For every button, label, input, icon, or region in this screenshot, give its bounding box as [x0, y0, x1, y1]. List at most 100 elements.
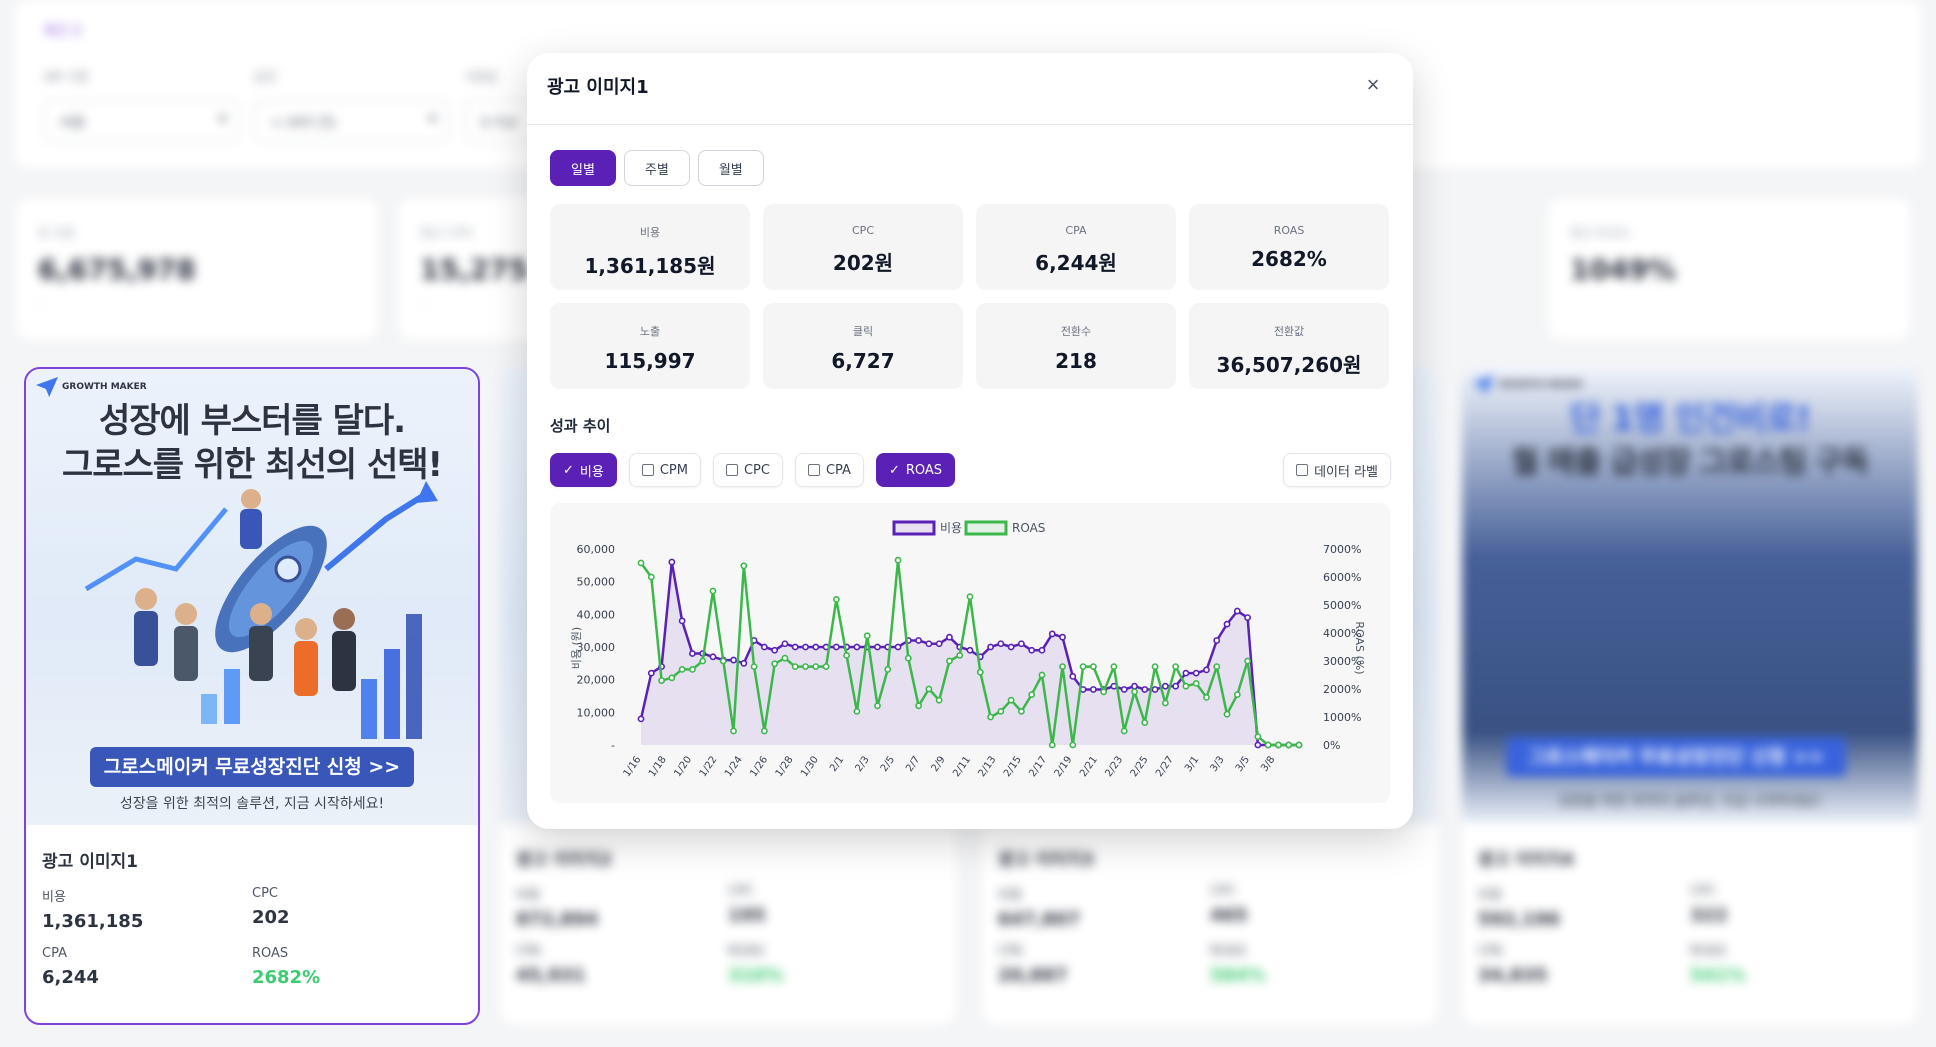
ad-name: 광고 이미지2 [516, 850, 612, 870]
ad-cpc: 322 [1690, 905, 1728, 926]
filter-tag[interactable]: 최근 3 [44, 24, 81, 39]
cost-point [1048, 630, 1056, 638]
ad-subtitle: 성장을 위한 최적의 솔루션, 지금 시작하세요! [1557, 794, 1823, 810]
ad-cpa: 6,244 [42, 967, 99, 988]
cost-point [1028, 646, 1036, 654]
roas-point [719, 657, 727, 665]
cost-point [1192, 669, 1200, 677]
roas-point [997, 707, 1005, 715]
cost-point [1089, 686, 1097, 693]
ad-cpc: 195 [728, 905, 766, 926]
y-tick-left: 60,000 [577, 543, 616, 556]
cost-point [730, 656, 737, 664]
ad-cost: 592,196 [1478, 909, 1560, 930]
stat-value: 6,675,978 [38, 253, 196, 286]
roas-point [760, 727, 768, 735]
toggle-data-labels[interactable]: 데이터 라벨 [1283, 453, 1391, 487]
cost-point [1254, 741, 1262, 749]
toggle-cpm[interactable]: CPM [628, 453, 701, 487]
y-tick-left: 20,000 [577, 674, 616, 687]
tab-weekly[interactable]: 주별 [623, 150, 690, 186]
roas-point [689, 665, 696, 673]
x-tick: 2/17 [1027, 754, 1049, 779]
roas-point [647, 573, 655, 581]
y-axis-right-title: ROAS (%) [1353, 621, 1366, 674]
roas-point [1120, 727, 1128, 735]
ad-headline: 성장에 부스터를 달다. 그로스를 위한 최선의 선택! [61, 401, 443, 485]
ad-metric-label: CPA [42, 946, 67, 961]
cost-point [1233, 607, 1241, 615]
checkbox-icon [641, 464, 654, 476]
cost-point [668, 558, 676, 566]
cost-point [1172, 682, 1180, 690]
stat-sub: - [420, 296, 425, 310]
ad-metric-label: CPA [516, 944, 541, 959]
ad-metric-label: CPC [1210, 884, 1236, 899]
x-tick: 2/3 [853, 754, 871, 773]
cost-point [1007, 643, 1015, 651]
roas-point [1213, 663, 1221, 670]
roas-point [1285, 741, 1293, 749]
roas-point [1069, 741, 1077, 749]
metric-value: 202원 [832, 251, 894, 275]
roas-point [976, 668, 984, 676]
tab-daily[interactable]: 일별 [550, 150, 616, 186]
filter-select-metric[interactable]: 비용 ▾ [44, 100, 239, 142]
metric-value: 218 [1055, 349, 1097, 373]
ad-meta: 광고 이미지1 비용 1,361,185 CPC 202 CPA 6,244 ROAS… [26, 825, 478, 1010]
cost-point [915, 637, 922, 644]
roas-point [1100, 688, 1108, 696]
toggle-cpa[interactable]: CPA [794, 453, 864, 487]
metric-label: 클릭 [852, 325, 874, 338]
ad-metric-label: ROAS [1210, 944, 1247, 959]
roas-point [1007, 696, 1015, 704]
toggle-cpc[interactable]: CPC [712, 453, 783, 487]
ad-metric-label: 비용 [516, 888, 540, 903]
cost-point [1069, 672, 1077, 680]
ad-roas: 541% [1690, 965, 1746, 986]
cost-point [1223, 620, 1231, 628]
x-tick: 2/5 [879, 754, 897, 773]
cost-point [802, 643, 809, 651]
ad-metric-label: CPA [998, 944, 1023, 959]
roas-point [1028, 691, 1036, 698]
x-tick: 1/22 [698, 754, 720, 779]
ad-card-4[interactable]: GROWTH MAKER 단 1명 인건비로! 월 매출 급성장 그로스팀 구독… [1462, 367, 1918, 1025]
filter-select-condition[interactable]: > (비더 큰) ▾ [254, 100, 449, 142]
cost-point [1161, 682, 1169, 690]
close-button[interactable]: × [1357, 69, 1389, 101]
roas-point [946, 657, 953, 665]
y-tick-right: 6000% [1323, 571, 1361, 584]
cost-point [832, 643, 840, 651]
cost-point [987, 643, 994, 651]
ad-metric-label: CPA [1478, 944, 1503, 959]
roas-point [1264, 741, 1272, 749]
ad-metric-label: CPC [1690, 884, 1716, 899]
ad-cta-button[interactable]: 그로스메이커 무료성장진단 신청 >> [90, 747, 414, 787]
filter-label-condition: 요건 [254, 70, 277, 84]
ad-card-1[interactable]: GROWTH MAKER 성장에 부스터를 달다. 그로스를 위한 최선의 선택… [24, 367, 480, 1025]
check-icon: ✓ [563, 462, 574, 478]
ad-metric-label: ROAS [1690, 944, 1727, 959]
y-tick-right: 7000% [1323, 543, 1361, 556]
legend[interactable]: 비용 ROAS [892, 520, 1045, 536]
cost-point [760, 643, 768, 651]
roas-point [781, 654, 789, 662]
ad-detail-modal: 광고 이미지1 × 일별 주별 월별 비용 1,361,185원 CPC 202원 … [527, 53, 1413, 829]
metric-label: 비용 [639, 226, 661, 239]
metric-grid: 비용 1,361,185원 CPC 202원 CPA 6,244원 ROAS 2682%… [550, 204, 1390, 389]
y-tick-left: 50,000 [577, 576, 616, 589]
metric-label: 전환값 [1273, 325, 1305, 338]
roas-point [1048, 741, 1056, 749]
ad-cta-button[interactable]: 그로스메이커 무료성장진단 신청 >> [1506, 737, 1846, 777]
tab-monthly[interactable]: 월별 [697, 150, 764, 186]
cost-point [1120, 686, 1128, 693]
toggle-cost[interactable]: ✓ 비용 [550, 453, 617, 487]
filter-label-metric: API 기준 [44, 70, 89, 84]
roas-point [1059, 663, 1066, 670]
roas-point [1203, 693, 1210, 701]
ad-cpc: 202 [252, 907, 290, 928]
cost-point [874, 643, 881, 651]
ad-roas: 584% [1210, 965, 1266, 986]
toggle-roas[interactable]: ✓ ROAS [875, 453, 956, 487]
